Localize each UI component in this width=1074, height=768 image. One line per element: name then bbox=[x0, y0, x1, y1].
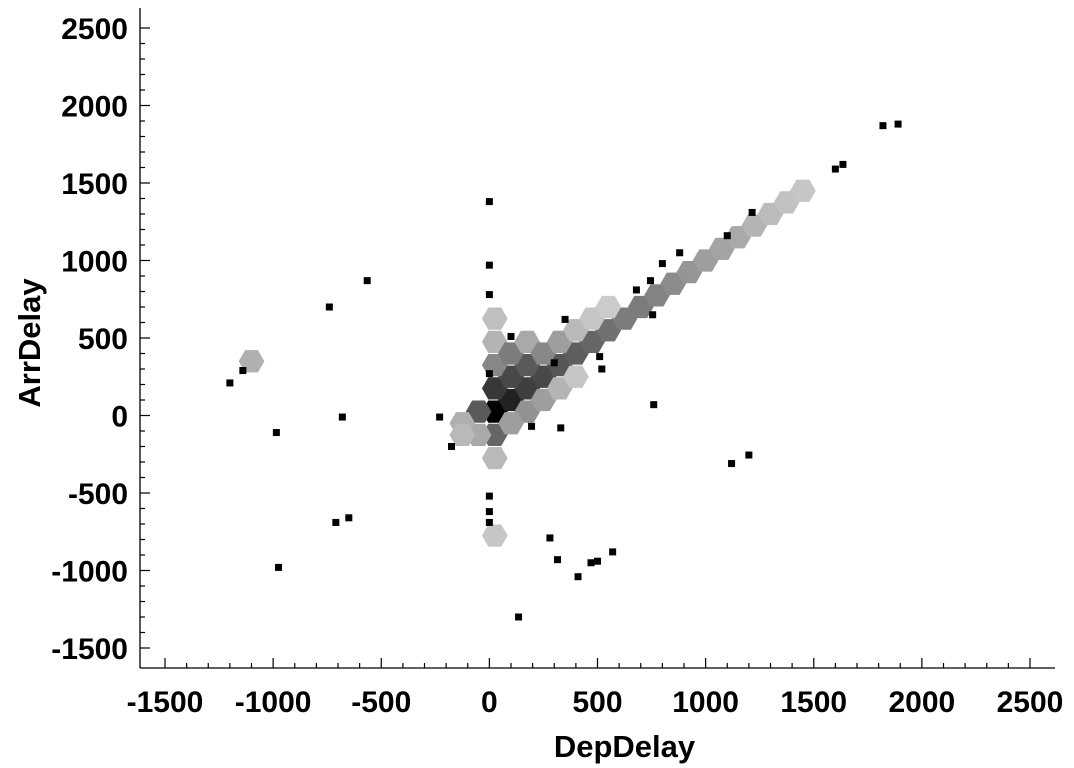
ticks: -1500 -1000 -500 0 500 1000 1500 2000 2500-1500-… bbox=[51, 13, 1063, 719]
x-tick-label: 0 bbox=[481, 686, 498, 719]
y-tick-label: 1500 bbox=[61, 168, 128, 201]
data-point bbox=[436, 413, 444, 421]
hexbin-cell bbox=[465, 400, 492, 423]
x-axis-title: DepDelay bbox=[554, 729, 696, 764]
y-tick-label: 2500 bbox=[61, 13, 128, 46]
data-point bbox=[574, 573, 582, 581]
data-point bbox=[485, 291, 493, 299]
data-point bbox=[839, 160, 847, 168]
x-tick-label: 2500 bbox=[997, 686, 1064, 719]
data-point bbox=[485, 492, 493, 500]
hexbin-cell bbox=[481, 524, 508, 547]
data-point bbox=[546, 534, 554, 542]
plot-area bbox=[226, 120, 902, 621]
y-tick-label: 2000 bbox=[61, 91, 128, 124]
data-point bbox=[345, 514, 353, 522]
hexbin-cell bbox=[595, 295, 622, 319]
x-tick-label: 500 bbox=[572, 686, 622, 719]
y-tick-label: 0 bbox=[111, 401, 128, 434]
x-tick-label: -1500 bbox=[127, 686, 204, 719]
data-point bbox=[485, 261, 493, 269]
x-tick-label: -500 bbox=[351, 686, 411, 719]
y-tick-label: -1000 bbox=[51, 556, 128, 589]
data-point bbox=[550, 359, 558, 367]
x-tick-label: 1500 bbox=[780, 686, 847, 719]
y-tick-label: -500 bbox=[68, 478, 128, 511]
data-point bbox=[658, 260, 666, 268]
y-tick-label: 500 bbox=[78, 323, 128, 356]
data-point bbox=[831, 165, 839, 173]
data-point bbox=[515, 613, 523, 621]
data-point bbox=[485, 508, 493, 516]
data-point bbox=[676, 249, 684, 257]
hexbin-cell bbox=[238, 350, 265, 373]
data-point bbox=[632, 286, 640, 294]
data-point bbox=[650, 401, 658, 409]
y-tick-label: 1000 bbox=[61, 246, 128, 279]
data-point bbox=[272, 429, 280, 437]
data-point bbox=[649, 311, 657, 319]
data-point bbox=[598, 365, 606, 373]
hexbin-cell bbox=[481, 307, 508, 330]
data-point bbox=[448, 443, 456, 450]
data-point bbox=[561, 315, 569, 323]
data-point bbox=[485, 518, 493, 526]
hexbin-cell bbox=[563, 365, 589, 388]
data-point bbox=[728, 460, 736, 468]
hexbin-cell bbox=[481, 446, 508, 470]
x-tick-label: 2000 bbox=[889, 686, 956, 719]
data-point bbox=[557, 424, 565, 432]
data-point bbox=[325, 303, 333, 311]
hexbin-cell bbox=[449, 423, 476, 447]
data-point bbox=[594, 557, 601, 565]
data-point bbox=[596, 353, 604, 361]
y-tick-label: -1500 bbox=[51, 633, 128, 666]
data-point bbox=[879, 122, 887, 130]
data-point bbox=[332, 518, 340, 526]
x-tick-label: -1000 bbox=[235, 686, 312, 719]
data-point bbox=[338, 413, 346, 421]
data-point bbox=[239, 367, 247, 375]
data-point bbox=[723, 232, 731, 240]
data-point bbox=[894, 120, 902, 128]
data-point bbox=[485, 198, 493, 206]
data-point bbox=[528, 422, 536, 430]
data-point bbox=[226, 379, 234, 387]
y-axis-title: ArrDelay bbox=[12, 278, 47, 408]
data-point bbox=[275, 563, 283, 571]
data-point bbox=[748, 208, 756, 216]
data-point bbox=[507, 332, 515, 340]
hexbin-cell bbox=[790, 179, 816, 202]
data-point bbox=[609, 548, 617, 556]
hexbin-cell bbox=[498, 412, 524, 435]
data-point bbox=[587, 559, 595, 567]
data-point bbox=[485, 370, 493, 378]
data-point bbox=[363, 277, 371, 285]
x-tick-label: 1000 bbox=[672, 686, 739, 719]
data-point bbox=[646, 277, 654, 285]
data-point bbox=[745, 451, 753, 459]
data-point bbox=[553, 556, 561, 564]
